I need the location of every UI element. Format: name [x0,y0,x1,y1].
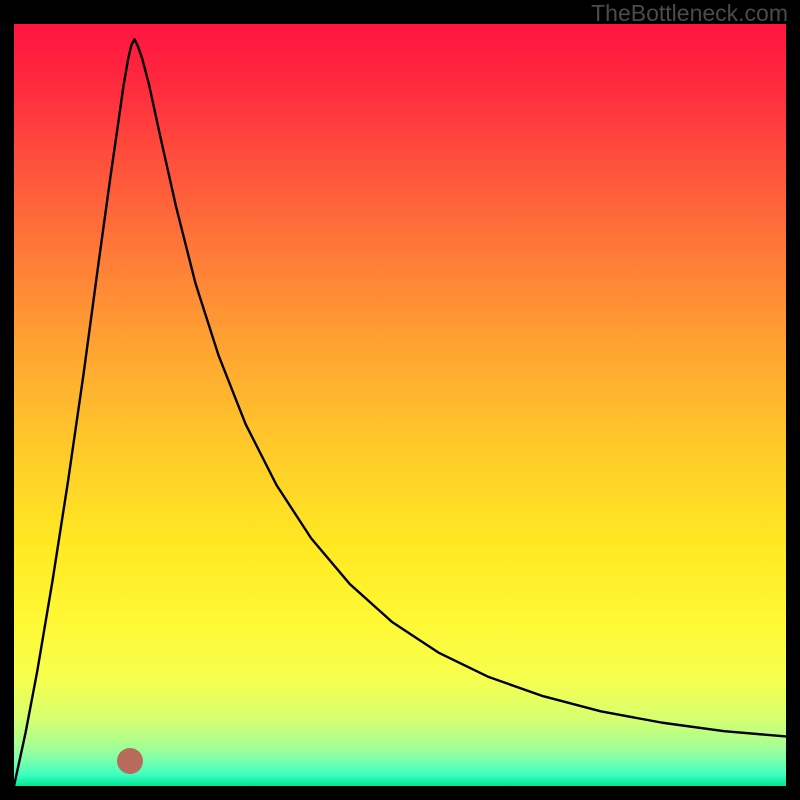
optimal-point-marker [117,748,143,774]
curve-path [14,39,786,786]
watermark-text: TheBottleneck.com [591,0,788,27]
plot-area [14,24,786,786]
bottleneck-curve [14,24,786,786]
